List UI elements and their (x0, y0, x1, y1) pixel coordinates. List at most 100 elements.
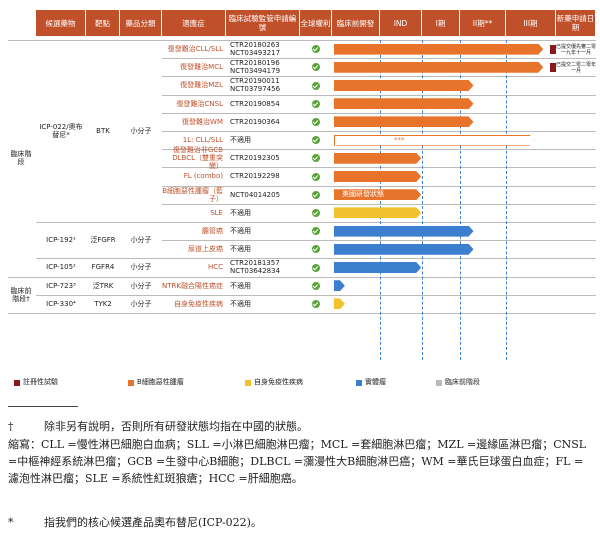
footnote-rule (8, 406, 78, 407)
trial-id: CTR20192305 (230, 154, 280, 163)
star-mark: * (8, 516, 14, 529)
trial-id: NCT04014205 (230, 190, 281, 199)
drug-divider (36, 294, 162, 296)
progress-bar-label: *** (394, 135, 405, 144)
nda-date: 已提交二零二零年一月 (556, 62, 597, 75)
global-rights-check-icon (312, 245, 320, 254)
nda-date: 已提交優先審二零一九年十一月 (556, 44, 597, 57)
trial-id: 不適用 (230, 299, 251, 308)
progress-bar (334, 98, 474, 109)
header-cell: 臨床前開發 (332, 10, 380, 36)
legend-item: 自身免疫性疾病 (245, 378, 303, 387)
trial-id: CTR20181357 NCT03642834 (230, 259, 281, 276)
legend-swatch (245, 379, 251, 386)
global-rights-check-icon (312, 63, 320, 72)
global-rights-check-icon (312, 154, 320, 163)
legend-item: 臨床前階段 (436, 378, 480, 387)
header-cell: III期 (506, 10, 556, 36)
global-rights-check-icon (312, 208, 320, 217)
indication: SLE (210, 208, 223, 217)
legend-item: 實體瘤 (356, 378, 386, 387)
progress-bar (334, 280, 345, 291)
header-cell: 藥品分類 (120, 10, 162, 36)
drug-target: FGFR4 (91, 263, 115, 272)
indication: 復發難治CNSL (176, 99, 223, 108)
indication: 1L: CLL/SLL (182, 136, 223, 145)
indication: 復發難治MCL (180, 63, 223, 72)
drug-name: ICP-022/奧布替尼* (39, 123, 83, 139)
row-divider (162, 131, 596, 132)
legend-item: B細胞惡性腫瘤 (128, 378, 184, 387)
row-divider (162, 58, 596, 60)
header-cell: IND (380, 10, 422, 36)
row-divider (162, 167, 596, 169)
drug-name: ICP-723³ (46, 281, 76, 290)
row-divider (162, 203, 596, 205)
global-rights-check-icon (312, 117, 320, 126)
header-cell: II期** (460, 10, 506, 36)
drug-divider (36, 258, 162, 260)
stage-group-label: 臨床前階段† (10, 286, 32, 303)
drug-class: 小分子 (130, 263, 152, 272)
indication: 自身免疫性疾病 (174, 299, 223, 308)
row-divider (162, 185, 596, 187)
row-divider (162, 94, 596, 96)
group-divider (8, 313, 596, 314)
progress-bar (334, 298, 345, 309)
trial-id: CTR20180196 NCT03494179 (230, 59, 281, 76)
drug-class: 小分子 (130, 281, 152, 290)
progress-bar (334, 62, 543, 73)
legend-item: 註冊性試驗 (14, 378, 58, 387)
phase-boundary-line (422, 40, 423, 360)
header-cell: I期 (422, 10, 460, 36)
drug-target: 泛TRK (92, 281, 114, 290)
global-rights-check-icon (312, 227, 320, 236)
progress-bar (334, 153, 421, 164)
group-divider (8, 40, 596, 41)
group-divider (8, 276, 596, 278)
legend-swatch (128, 379, 134, 386)
dagger-note: 除非另有說明，否則所有研發狀態均指在中國的狀態。 (44, 420, 308, 433)
global-rights-check-icon (312, 81, 320, 90)
row-divider (162, 149, 596, 151)
trial-id: CTR20180263 NCT03493217 (230, 41, 281, 58)
progress-bar (334, 189, 421, 200)
trial-id: CTR20190011 NCT03797456 (230, 77, 281, 94)
drug-divider (36, 222, 162, 223)
global-rights-check-icon (312, 263, 320, 272)
legend-swatch (14, 379, 20, 386)
indication: B細胞惡性腫瘤（藍子） (162, 186, 223, 203)
indication: FL (combo) (183, 172, 223, 181)
progress-bar (334, 171, 421, 182)
registrational-flag-icon (550, 62, 556, 72)
trial-id: 不適用 (230, 227, 251, 236)
progress-bar (334, 44, 543, 55)
global-rights-check-icon (312, 99, 320, 108)
indication: 復發難治非GCB DLBCL（雙重突變） (172, 146, 223, 171)
stage-group-label: 臨床階段 (10, 150, 32, 167)
global-rights-check-icon (312, 299, 320, 308)
legend-label: 註冊性試驗 (23, 378, 58, 386)
header-cell: 適應症 (162, 10, 226, 36)
drug-target: BTK (96, 127, 110, 135)
indication: 尿道上皮癌 (188, 245, 223, 254)
indication: 膽管癌 (202, 227, 223, 236)
legend-label: 臨床前階段 (445, 378, 480, 386)
header-cell: 全球權利 (300, 10, 332, 36)
progress-bar (334, 262, 421, 273)
progress-bar (334, 135, 535, 146)
trial-id: 不適用 (230, 245, 251, 254)
drug-name: ICP-330⁴ (46, 299, 76, 308)
progress-bar (334, 80, 474, 91)
header-cell: 臨床試驗監管申請編號 (226, 10, 300, 36)
indication: NTRK融合陽性癌症 (162, 281, 223, 290)
drug-target: 泛FGFR (90, 236, 116, 245)
drug-target: TYK2 (94, 299, 112, 308)
row-divider (162, 112, 596, 114)
legend-label: 自身免疫性疾病 (254, 378, 303, 386)
star-note: 指我們的核心候選產品奧布替尼(ICP-022)。 (44, 516, 262, 529)
header-cell: 候選藥物 (36, 10, 86, 36)
trial-id: 不適用 (230, 281, 251, 290)
row-divider (162, 240, 596, 242)
phase-boundary-line (506, 40, 507, 360)
